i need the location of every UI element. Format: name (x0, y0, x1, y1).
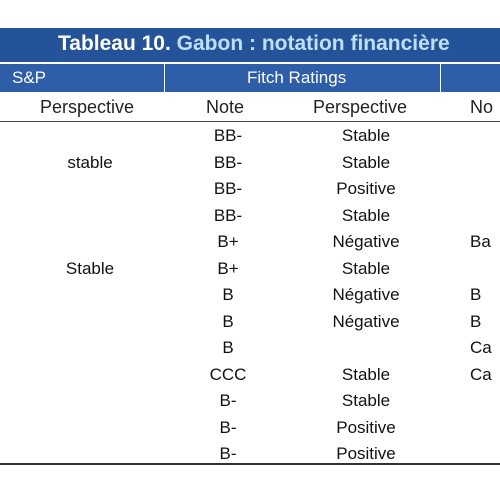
table-number: Tableau 10. (58, 32, 171, 55)
moody-note-cell: Ca (470, 338, 492, 357)
table-row: B- Positive (0, 414, 500, 441)
moody-note-cell: Ba (470, 232, 491, 251)
col-moody-note: No (470, 97, 494, 117)
header-divider (440, 64, 441, 92)
col-sp-perspective: Perspective (40, 97, 135, 117)
table-row: stable BB- Stable (0, 149, 500, 176)
table-row: BB- Positive (0, 175, 500, 202)
moody-note-cell (470, 202, 500, 229)
fitch-perspective-cell: Négative (332, 285, 400, 304)
fitch-perspective-cell: Stable (341, 126, 391, 145)
column-header-row: Perspective Note Perspective No (0, 92, 500, 122)
moody-note-cell (470, 122, 500, 149)
moody-note-cell (470, 149, 500, 176)
fitch-note-cell: B+ (217, 232, 239, 251)
sp-perspective-cell (40, 122, 140, 149)
table-row: CCC Stable Ca (0, 361, 500, 388)
sp-perspective-cell (40, 414, 140, 441)
sp-perspective-cell (40, 281, 140, 308)
moody-note-cell (470, 387, 500, 414)
table-row: B- Positive (0, 440, 500, 467)
sp-perspective-cell (40, 361, 140, 388)
sp-perspective-cell (40, 175, 140, 202)
moody-note-cell: B (470, 311, 482, 331)
fitch-note-cell: BB- (213, 179, 243, 198)
fitch-perspective-cell: Positive (336, 179, 396, 198)
fitch-note-cell: B (222, 311, 234, 331)
fitch-note-cell: B (222, 338, 234, 357)
fitch-note-cell: B+ (217, 258, 239, 278)
table-title-text: Tableau 10. Gabon : notation financière (58, 32, 450, 56)
sp-perspective-cell: stable (67, 152, 113, 172)
fitch-note-cell: B (222, 285, 234, 304)
header-fitch: Fitch Ratings (247, 68, 347, 87)
fitch-note-cell: CCC (209, 364, 247, 384)
agency-header-row: S&P Fitch Ratings (0, 64, 500, 92)
sp-perspective-cell: Stable (65, 258, 115, 278)
table-caption: Gabon : notation financière (170, 32, 450, 55)
moody-note-cell (470, 175, 500, 202)
fitch-note-cell: BB- (213, 152, 243, 172)
fitch-perspective-cell (298, 334, 434, 361)
fitch-perspective-cell: Stable (341, 391, 391, 410)
sp-perspective-cell (40, 202, 140, 229)
table-row: B+ Négative Ba (0, 228, 500, 255)
sp-perspective-cell (40, 308, 140, 335)
table-row: B Négative B (0, 308, 500, 335)
sp-perspective-cell (40, 228, 140, 255)
fitch-perspective-cell: Négative (332, 232, 400, 251)
col-fitch-perspective: Perspective (313, 97, 408, 117)
moody-note-cell: Ca (470, 364, 492, 384)
fitch-perspective-cell: Positive (336, 417, 396, 437)
bottom-rule (0, 463, 500, 465)
table-row: BB- Stable (0, 122, 500, 149)
fitch-perspective-cell: Stable (341, 152, 391, 172)
table-title: Tableau 10. Gabon : notation financière (0, 28, 500, 62)
fitch-note-cell: B- (219, 444, 237, 463)
sp-perspective-cell (40, 387, 140, 414)
moody-note-cell: B (470, 285, 482, 304)
moody-note-cell (470, 255, 500, 282)
fitch-note-cell: BB- (213, 126, 243, 145)
fitch-perspective-cell: Positive (336, 444, 396, 463)
fitch-perspective-cell: Stable (341, 258, 391, 278)
fitch-perspective-cell: Stable (341, 205, 391, 225)
col-fitch-note: Note (206, 97, 245, 117)
table-row: BB- Stable (0, 202, 500, 229)
fitch-note-cell: BB- (213, 205, 243, 225)
table-row: B- Stable (0, 387, 500, 414)
table-row: B Négative B (0, 281, 500, 308)
table-row: B Ca (0, 334, 500, 361)
fitch-note-cell: B- (219, 391, 237, 410)
moody-note-cell (470, 414, 500, 441)
fitch-note-cell: B- (219, 417, 237, 437)
fitch-perspective-cell: Négative (332, 311, 400, 331)
sp-perspective-cell (40, 334, 140, 361)
table-row: Stable B+ Stable (0, 255, 500, 282)
header-divider (164, 64, 165, 92)
fitch-perspective-cell: Stable (341, 364, 391, 384)
header-sp: S&P (12, 68, 47, 87)
